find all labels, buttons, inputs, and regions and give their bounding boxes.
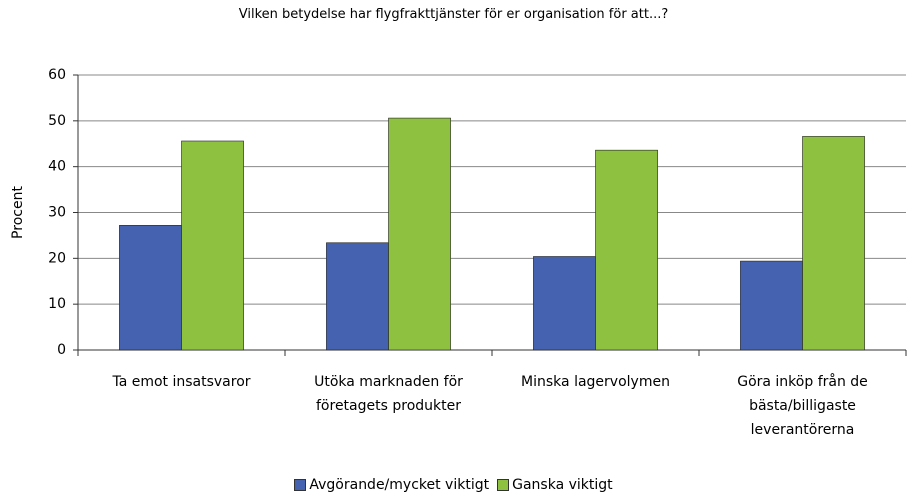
bar [119, 225, 182, 351]
y-tick-label: 20 [48, 250, 66, 266]
legend-swatch [294, 479, 307, 491]
y-tick-label: 30 [48, 205, 66, 221]
y-tick-label: 40 [48, 159, 66, 175]
x-tick-label: Minska lagervolymen [521, 374, 670, 390]
x-tick-label: Göra inköp från de bästa/billigaste leve… [737, 374, 868, 438]
x-tick-label: Ta emot insatsvaror [112, 374, 251, 390]
bar [326, 242, 389, 351]
legend-item: Avgörande/mycket viktigt [294, 477, 489, 493]
bar [533, 256, 596, 351]
y-tick-label: 10 [48, 296, 66, 312]
bar [181, 140, 244, 351]
bar [595, 149, 658, 351]
legend-swatch [497, 479, 510, 491]
chart-title: Vilken betydelse har flygfrakttjänster f… [238, 7, 669, 22]
y-tick-label: 50 [48, 113, 66, 129]
legend-item: Ganska viktigt [497, 477, 613, 493]
legend-label: Ganska viktigt [512, 477, 613, 493]
bar [802, 136, 865, 351]
y-axis-label: Procent [10, 186, 26, 239]
y-tick-label: 60 [48, 67, 66, 83]
x-tick-label: Utöka marknaden för företagets produkter [314, 374, 463, 414]
bar [388, 117, 451, 351]
legend: Avgörande/mycket viktigt Ganska viktigt [0, 477, 907, 493]
y-tick-label: 0 [57, 342, 66, 358]
bar [740, 260, 803, 351]
legend-label: Avgörande/mycket viktigt [309, 477, 490, 493]
